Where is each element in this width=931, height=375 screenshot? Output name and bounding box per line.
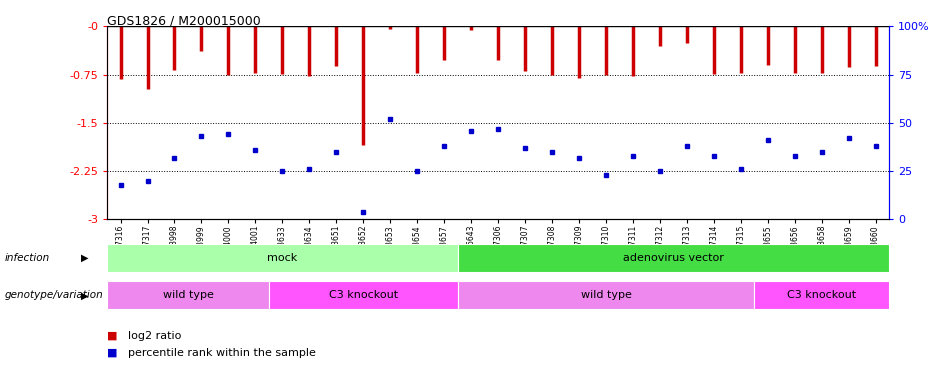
Text: C3 knockout: C3 knockout <box>329 290 398 300</box>
Bar <box>754 281 889 309</box>
Text: percentile rank within the sample: percentile rank within the sample <box>128 348 316 357</box>
Text: adenovirus vector: adenovirus vector <box>623 253 723 263</box>
Bar <box>458 281 754 309</box>
Text: ■: ■ <box>107 348 117 357</box>
Bar <box>107 244 458 272</box>
Text: ▶: ▶ <box>81 253 88 263</box>
Text: mock: mock <box>267 253 298 263</box>
Text: wild type: wild type <box>163 290 213 300</box>
Text: C3 knockout: C3 knockout <box>787 290 857 300</box>
Text: genotype/variation: genotype/variation <box>5 290 103 300</box>
Text: infection: infection <box>5 253 50 263</box>
Bar <box>269 281 458 309</box>
Text: log2 ratio: log2 ratio <box>128 331 181 340</box>
Bar <box>107 281 269 309</box>
Text: wild type: wild type <box>581 290 631 300</box>
Text: GDS1826 / M200015000: GDS1826 / M200015000 <box>107 15 261 28</box>
Text: ▶: ▶ <box>81 290 88 300</box>
Bar <box>458 244 889 272</box>
Text: ■: ■ <box>107 331 117 340</box>
